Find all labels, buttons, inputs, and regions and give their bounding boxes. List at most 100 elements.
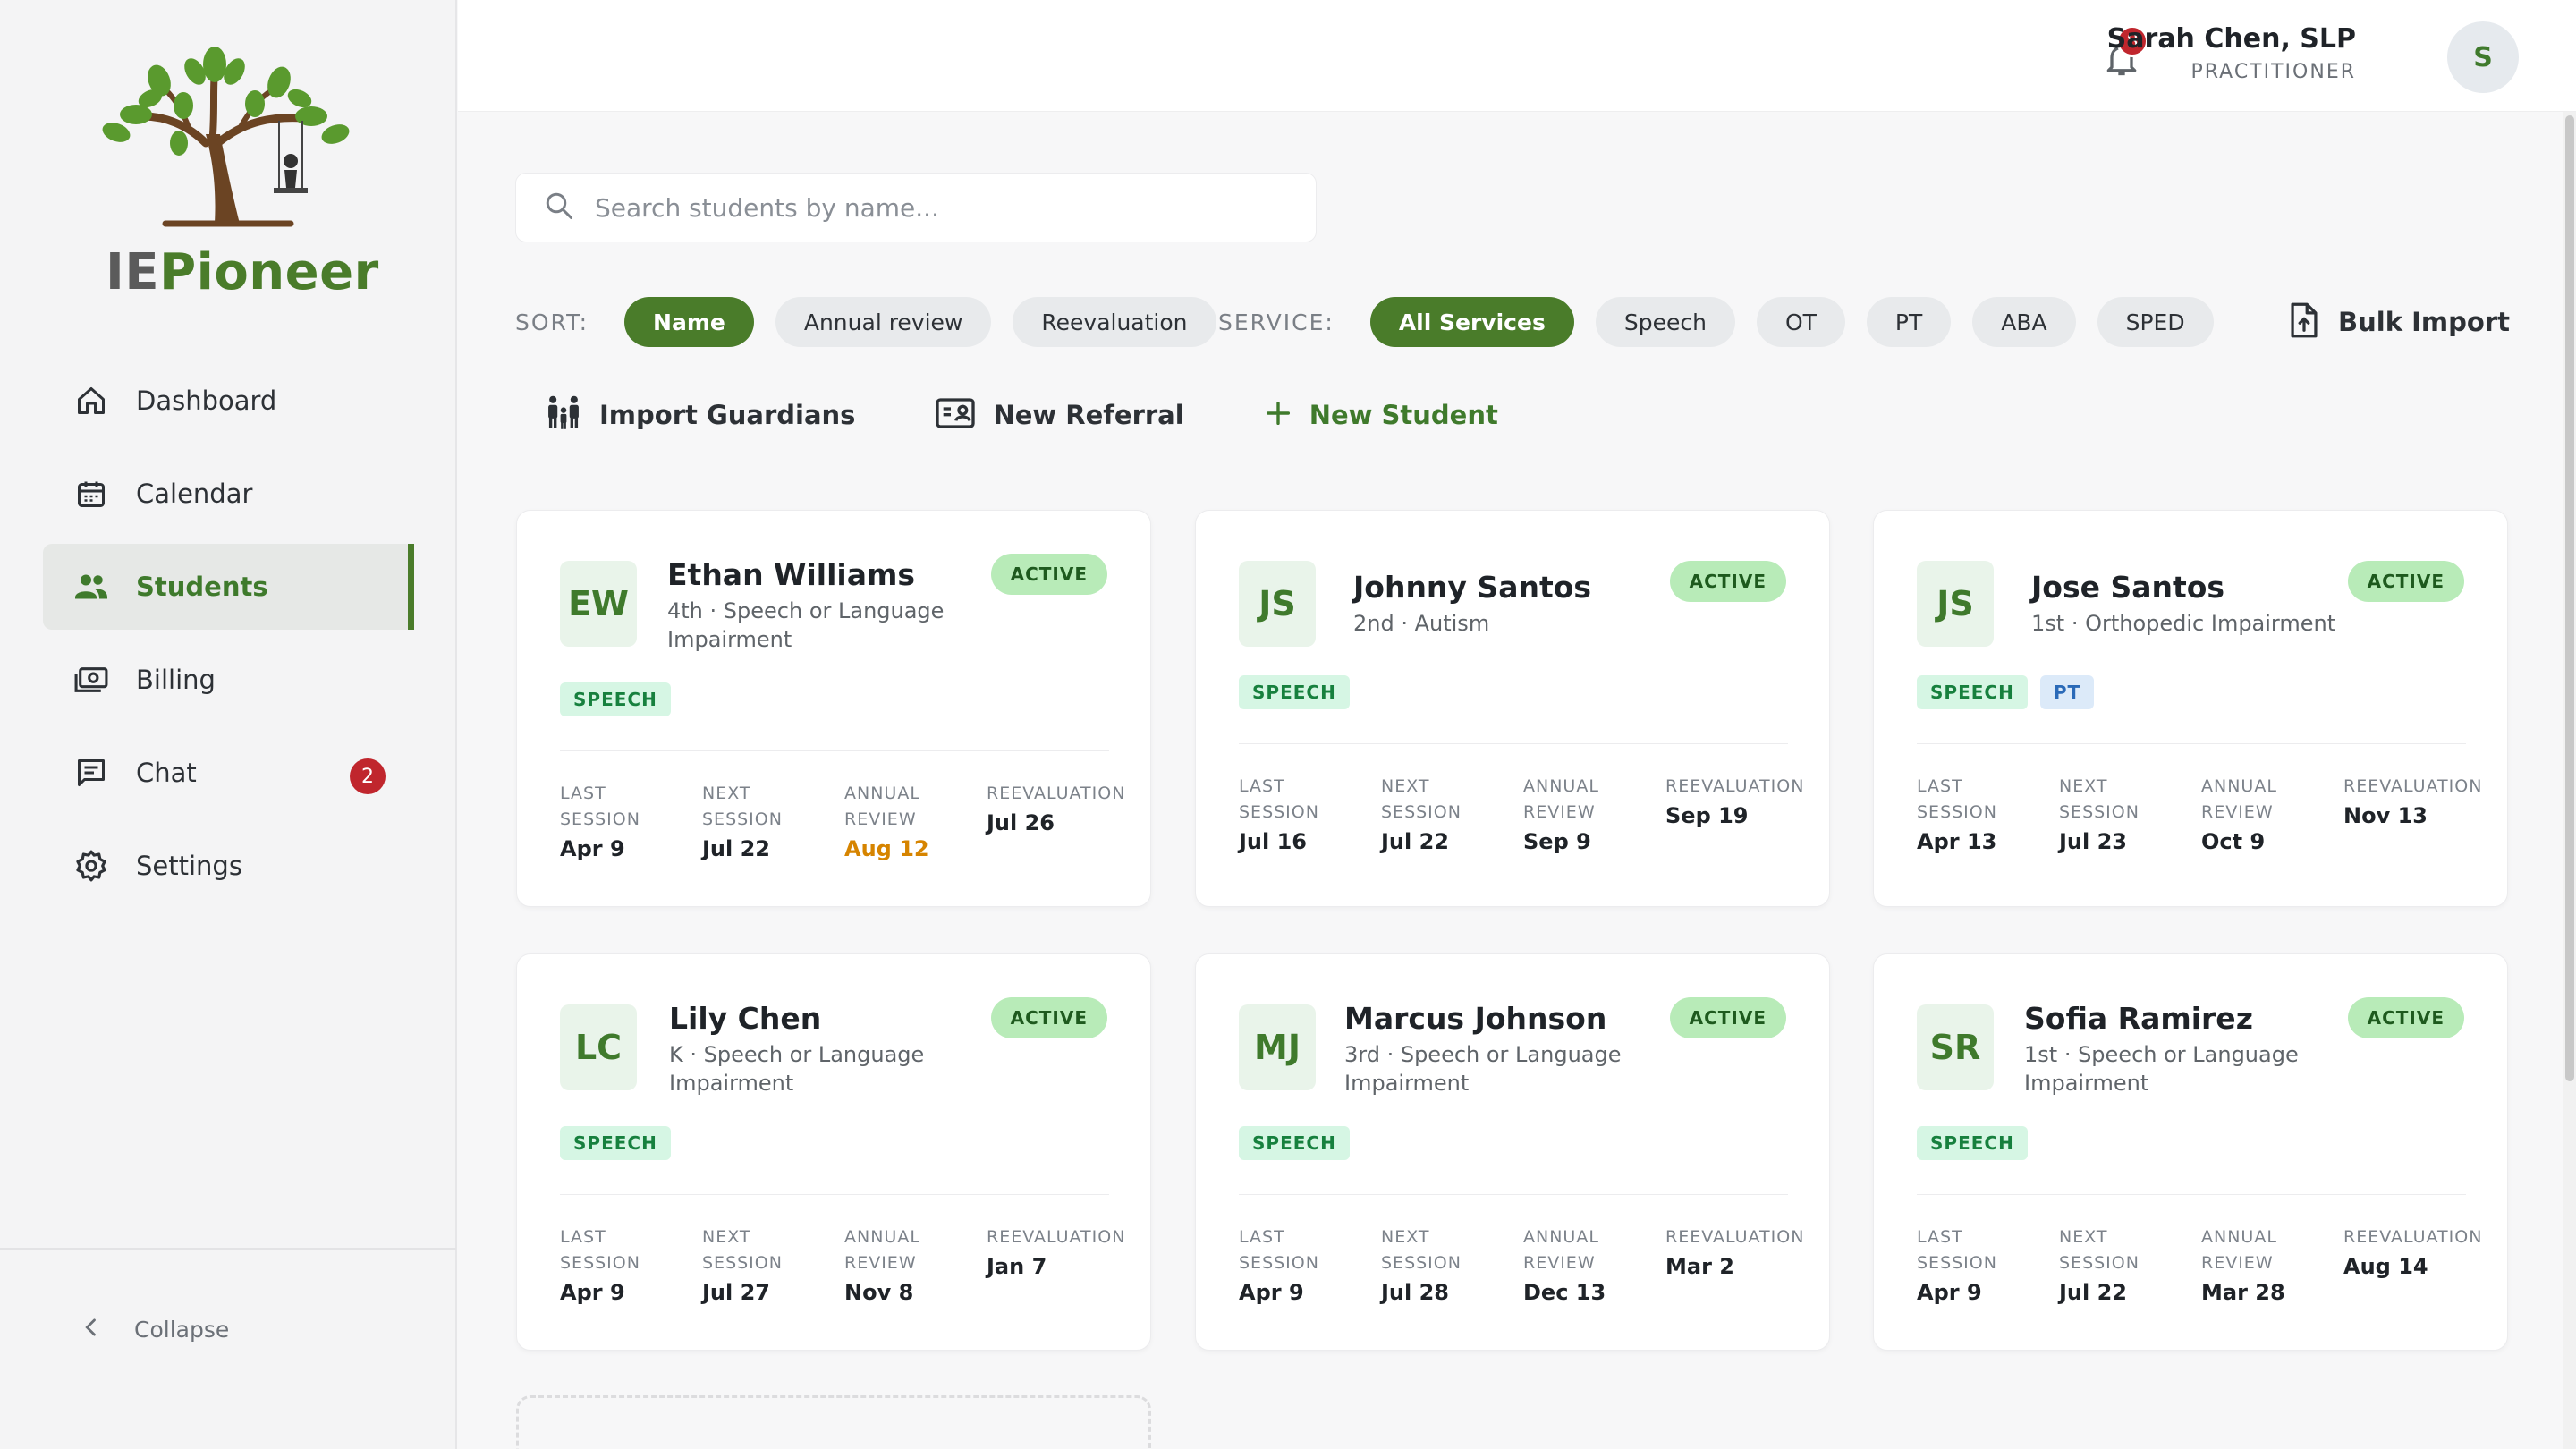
service-chip-aba[interactable]: ABA [1972, 297, 2076, 347]
status-badge: ACTIVE [990, 554, 1107, 595]
service-tag: PT [2039, 675, 2095, 709]
service-tags: SPEECH [1239, 1126, 1362, 1160]
student-grade-disability: K · Speech or Language Impairment [669, 1042, 925, 1096]
student-card-sofia-ramirez[interactable]: SR Sofia Ramirez 1st · Speech or Languag… [1873, 953, 2508, 1351]
sidebar-item-label: Settings [136, 851, 242, 881]
sidebar-item-billing[interactable]: Billing [43, 637, 414, 723]
next-session: NEXT SESSION Jul 23 [2059, 776, 2140, 854]
add-student-placeholder-card[interactable] [516, 1395, 1151, 1449]
student-initials: MJ [1239, 1004, 1316, 1090]
student-grade-disability: 3rd · Speech or Language Impairment [1344, 1042, 1622, 1096]
import-guardians-button[interactable]: Import Guardians [544, 394, 855, 436]
sidebar-item-label: Calendar [136, 479, 253, 509]
student-name: Jose Santos [2031, 570, 2225, 605]
reevaluation: REEVALUATION Aug 14 [2343, 1227, 2483, 1279]
chat-unread-badge: 2 [350, 758, 386, 794]
brand-name: IEPioneer [106, 243, 379, 301]
student-grade-disability: 1st · Orthopedic Impairment [2031, 611, 2336, 636]
bulk-import-label: Bulk Import [2338, 307, 2510, 337]
sort-label: SORT: [515, 309, 589, 335]
status-badge: ACTIVE [990, 997, 1107, 1038]
sidebar-item-label: Students [136, 572, 268, 602]
sidebar-item-label: Chat [136, 758, 197, 788]
status-badge: ACTIVE [1669, 997, 1786, 1038]
sort-chip-annual-review[interactable]: Annual review [775, 297, 992, 347]
chevron-left-icon [79, 1315, 104, 1343]
next-session: NEXT SESSION Jul 27 [702, 1227, 783, 1305]
student-dates: LAST SESSION Apr 13 NEXT SESSION Jul 23 ANNU… [1917, 774, 2486, 854]
student-card-lily-chen[interactable]: LC Lily Chen K · Speech or Language Impa… [516, 953, 1151, 1351]
sidebar-item-label: Dashboard [136, 386, 277, 416]
next-session: NEXT SESSION Jul 22 [2059, 1227, 2140, 1305]
student-dates: LAST SESSION Apr 9 NEXT SESSION Jul 28 ANNUA… [1239, 1224, 1808, 1305]
student-card-ethan-williams[interactable]: EW Ethan Williams 4th · Speech or Langua… [516, 510, 1151, 907]
student-name: Marcus Johnson [1344, 1001, 1607, 1036]
sort-filter-group: SORT: Name Annual review Reevaluation [515, 297, 1216, 347]
card-divider [1239, 743, 1788, 744]
sort-chip-name[interactable]: Name [624, 297, 754, 347]
student-card-jose-santos[interactable]: JS Jose Santos 1st · Orthopedic Impairme… [1873, 510, 2508, 907]
student-initials: SR [1917, 1004, 1994, 1090]
student-initials: JS [1917, 561, 1994, 647]
student-card-johnny-santos[interactable]: JS Johnny Santos 2nd · Autism ACTIVE SPE… [1195, 510, 1830, 907]
sidebar-divider [0, 1248, 456, 1250]
tree-logo-icon [102, 47, 350, 227]
sidebar-item-settings[interactable]: Settings [43, 823, 414, 909]
plus-icon [1263, 398, 1293, 432]
card-divider [560, 750, 1109, 751]
new-student-label: New Student [1309, 400, 1498, 430]
sort-chip-reevaluation[interactable]: Reevaluation [1013, 297, 1216, 347]
sidebar-item-calendar[interactable]: Calendar [43, 451, 414, 537]
service-chip-ot[interactable]: OT [1756, 297, 1845, 347]
service-chip-speech[interactable]: Speech [1595, 297, 1735, 347]
sidebar-item-chat[interactable]: Chat 2 [43, 730, 414, 816]
action-bar: Import Guardians New Referral New Studen… [544, 390, 1577, 440]
collapse-label: Collapse [134, 1316, 230, 1343]
collapse-button[interactable]: Collapse [79, 1315, 229, 1343]
money-icon [73, 662, 109, 698]
service-tag: SPEECH [560, 1126, 671, 1160]
service-tags: SPEECH [560, 682, 683, 716]
sidebar-item-dashboard[interactable]: Dashboard [43, 358, 414, 444]
home-icon [73, 383, 109, 419]
service-label: SERVICE: [1218, 309, 1335, 335]
bulk-import-button[interactable]: Bulk Import [2286, 297, 2510, 347]
reevaluation: REEVALUATION Jan 7 [987, 1227, 1126, 1279]
people-icon [73, 569, 109, 605]
notification-count-badge: 8 [2116, 25, 2148, 57]
card-divider [1239, 1194, 1788, 1195]
gear-icon [73, 848, 109, 884]
service-chip-pt[interactable]: PT [1866, 297, 1952, 347]
student-card-marcus-johnson[interactable]: MJ Marcus Johnson 3rd · Speech or Langua… [1195, 953, 1830, 1351]
new-referral-label: New Referral [993, 400, 1184, 430]
service-tag: SPEECH [1239, 675, 1350, 709]
reevaluation: REEVALUATION Nov 13 [2343, 776, 2483, 828]
status-badge: ACTIVE [2347, 561, 2464, 602]
next-session: NEXT SESSION Jul 28 [1381, 1227, 1462, 1305]
student-dates: LAST SESSION Apr 9 NEXT SESSION Jul 22 ANNUA… [560, 781, 1129, 861]
student-dates: LAST SESSION Jul 16 NEXT SESSION Jul 22 ANNU… [1239, 774, 1808, 854]
service-chip-sped[interactable]: SPED [2097, 297, 2214, 347]
sidebar-item-students[interactable]: Students [43, 544, 414, 630]
search-box[interactable] [515, 173, 1317, 242]
service-chip-all[interactable]: All Services [1369, 297, 1574, 347]
student-grade-disability: 4th · Speech or Language Impairment [667, 598, 945, 652]
user-name: Sarah Chen, SLP [2106, 23, 2356, 55]
service-tag: SPEECH [1239, 1126, 1350, 1160]
search-input[interactable] [595, 192, 1292, 223]
annual-review: ANNUAL REVIEW Sep 9 [1523, 776, 1599, 854]
status-badge: ACTIVE [1669, 561, 1786, 602]
brand-logo[interactable]: IEPioneer [72, 45, 394, 304]
status-badge: ACTIVE [2347, 997, 2464, 1038]
new-student-button[interactable]: New Student [1263, 398, 1498, 432]
avatar[interactable]: S [2447, 21, 2519, 93]
next-session: NEXT SESSION Jul 22 [1381, 776, 1462, 854]
new-referral-button[interactable]: New Referral [934, 395, 1184, 435]
page-scrollbar[interactable] [2563, 112, 2576, 1449]
student-initials: LC [560, 1004, 637, 1090]
family-icon [544, 394, 583, 436]
service-tags: SPEECH [1239, 675, 1362, 709]
import-guardians-label: Import Guardians [599, 400, 856, 430]
scrollbar-thumb[interactable] [2565, 115, 2574, 1081]
last-session: LAST SESSION Apr 9 [560, 784, 640, 861]
